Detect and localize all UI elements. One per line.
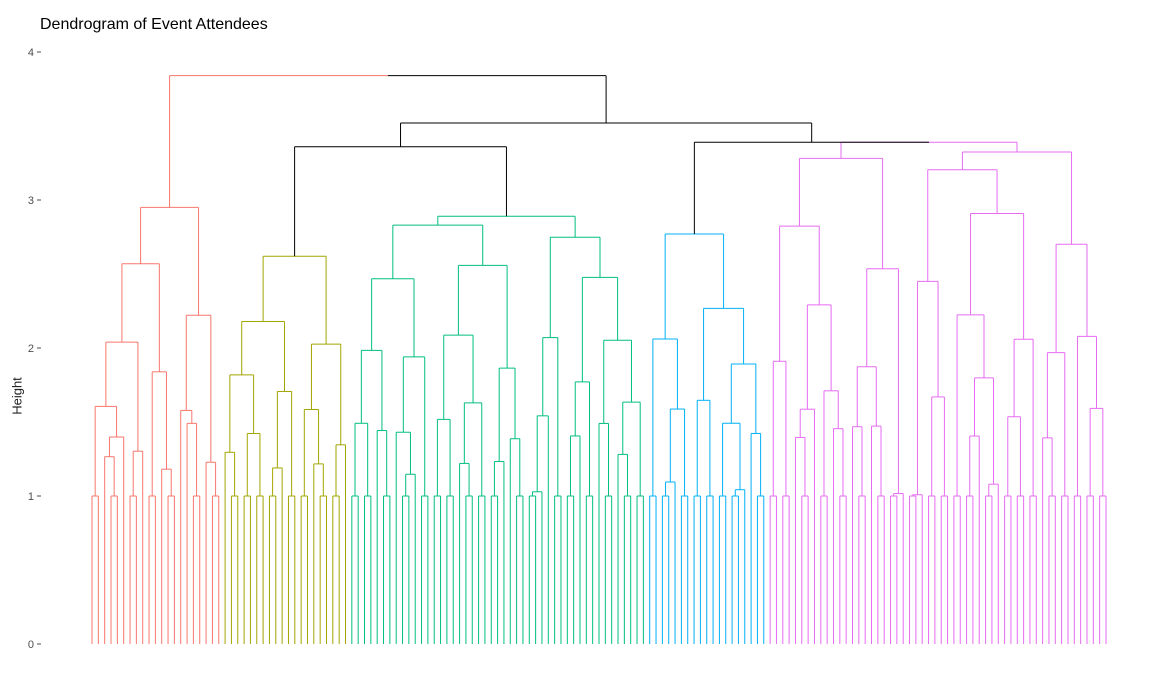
dendrogram-tree: [91, 75, 1107, 644]
chart-title: Dendrogram of Event Attendees: [40, 16, 268, 33]
y-tick-label: 2: [28, 343, 34, 355]
y-tick-label: 4: [28, 47, 34, 59]
y-tick-label: 3: [28, 195, 34, 207]
y-axis: 0 1 2 3 4: [28, 47, 41, 651]
y-tick-label: 1: [28, 491, 34, 503]
y-tick-label: 0: [28, 639, 34, 651]
